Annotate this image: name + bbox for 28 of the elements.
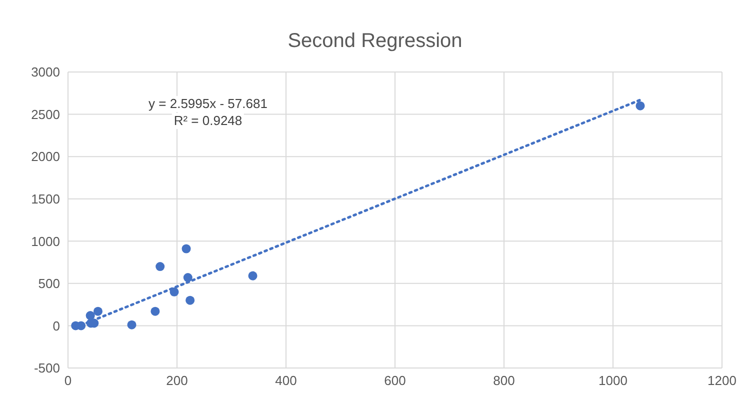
y-tick-label: 1000 — [31, 234, 60, 249]
y-tick-label: 0 — [52, 318, 60, 334]
x-tick-label: 400 — [275, 373, 297, 388]
y-tick-label: 1500 — [31, 191, 60, 206]
point — [86, 311, 95, 320]
point — [248, 271, 258, 280]
y-tick-label: 3000 — [31, 64, 60, 80]
x-tick-label: 1200 — [708, 373, 736, 388]
point — [636, 101, 645, 110]
point — [156, 262, 165, 272]
y-tick-label: 2500 — [31, 106, 60, 122]
x-tick-label: 0 — [64, 373, 72, 388]
point — [127, 320, 136, 330]
annotation: y = 2.5995x - 57.681 — [146, 96, 270, 112]
y-tick-label: 500 — [38, 276, 60, 292]
x-tick-label: 600 — [384, 373, 406, 388]
point — [93, 306, 102, 316]
point — [183, 273, 192, 282]
x-tick-label: 800 — [493, 373, 515, 388]
point — [182, 244, 191, 254]
y-tick-label: 2000 — [31, 149, 60, 164]
x-tick-label: 1000 — [598, 373, 628, 388]
x-tick-label: 200 — [166, 373, 188, 388]
chart-title: Second Regression — [286, 30, 464, 53]
point — [150, 306, 160, 316]
annotation: R² = 0.9248 — [172, 113, 244, 129]
point — [186, 296, 195, 305]
y-tick-label: -500 — [34, 360, 60, 376]
